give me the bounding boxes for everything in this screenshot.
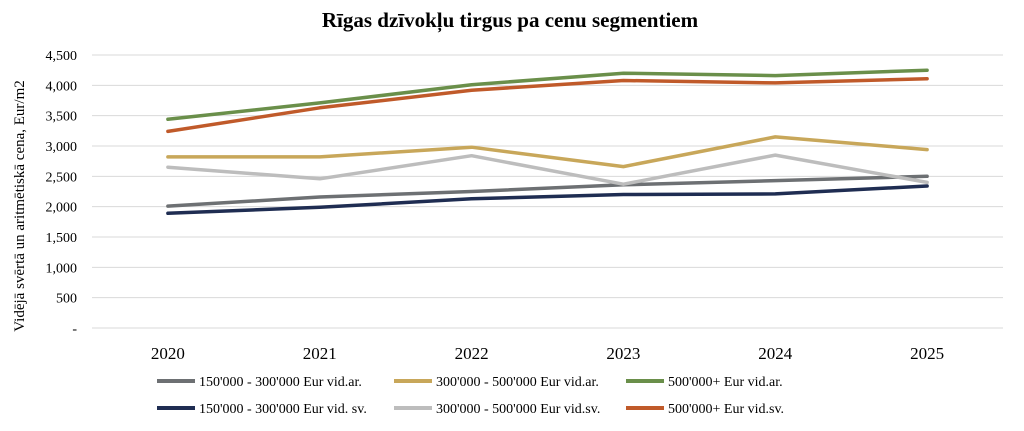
legend: 150'000 - 300'000 Eur vid.ar. 300'000 - 5… bbox=[157, 375, 784, 417]
y-tick-label: 1,000 bbox=[46, 261, 78, 276]
y-tick-label: 500 bbox=[56, 292, 77, 307]
series-line-6 bbox=[166, 76, 929, 134]
series-lines bbox=[166, 68, 929, 216]
y-tick-label: - bbox=[72, 322, 77, 337]
chart-title: Rīgas dzīvokļu tirgus pa cenu segmentiem bbox=[322, 8, 699, 33]
legend-entry: 500'000+ Eur vid.ar. bbox=[668, 375, 783, 390]
x-tick-label: 2024 bbox=[758, 344, 793, 363]
y-axis-label: Vidējā svērtā un aritmētiskā cena, Eur/m… bbox=[12, 80, 28, 332]
series-line-2 bbox=[166, 135, 929, 169]
x-tick-labels: 2020 2021 2022 2023 2024 2025 bbox=[151, 344, 944, 363]
legend-entry: 300'000 - 500'000 Eur vid.sv. bbox=[436, 402, 600, 417]
x-tick-label: 2023 bbox=[606, 344, 640, 363]
x-tick-label: 2020 bbox=[151, 344, 185, 363]
series-line-1 bbox=[166, 174, 929, 208]
y-tick-labels: - 500 1,000 1,500 2,000 2,500 3,000 3,500 4,000 4… bbox=[46, 49, 78, 337]
y-tick-label: 1,500 bbox=[46, 231, 78, 246]
series-line-4 bbox=[166, 184, 929, 216]
grid-lines bbox=[92, 54, 1003, 329]
y-tick-label: 2,000 bbox=[46, 201, 78, 216]
x-tick-label: 2025 bbox=[910, 344, 944, 363]
y-tick-label: 2,500 bbox=[46, 170, 78, 185]
series-line-3 bbox=[166, 68, 929, 122]
x-tick-label: 2021 bbox=[303, 344, 337, 363]
legend-entry: 150'000 - 300'000 Eur vid.ar. bbox=[199, 375, 362, 390]
legend-entry: 500'000+ Eur vid.sv. bbox=[668, 402, 784, 417]
y-tick-label: 3,500 bbox=[46, 110, 78, 125]
y-tick-label: 3,000 bbox=[46, 140, 78, 155]
x-tick-label: 2022 bbox=[455, 344, 489, 363]
series-line-5 bbox=[166, 153, 929, 186]
legend-entry: 300'000 - 500'000 Eur vid.ar. bbox=[436, 375, 599, 390]
legend-entry: 150'000 - 300'000 Eur vid. sv. bbox=[199, 402, 367, 417]
y-tick-label: 4,000 bbox=[46, 79, 78, 94]
y-tick-label: 4,500 bbox=[46, 49, 78, 64]
